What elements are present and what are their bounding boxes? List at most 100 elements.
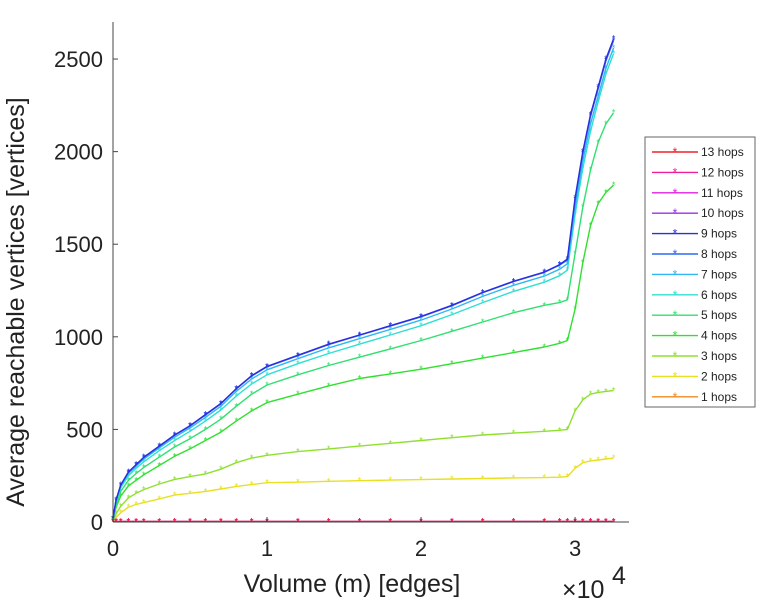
legend-item: * 7 hops: [652, 267, 737, 281]
data-point: *: [596, 84, 600, 94]
data-point: *: [142, 452, 146, 462]
legend-label: 13 hops: [701, 145, 744, 159]
data-point: *: [450, 310, 454, 320]
data-point: *: [604, 56, 608, 66]
data-point: *: [596, 137, 600, 147]
legend-label: 11 hops: [701, 186, 743, 200]
data-point: *: [157, 446, 161, 456]
data-point: *: [581, 156, 585, 166]
data-point: *: [265, 370, 269, 380]
data-point: *: [543, 271, 547, 281]
data-point: *: [450, 300, 454, 310]
data-point: *: [388, 330, 392, 340]
data-point: *: [119, 501, 123, 511]
data-point: *: [512, 348, 516, 358]
series-4-hops: *******************************: [111, 180, 616, 525]
data-point: *: [558, 264, 562, 274]
legend-item: * 11 hops: [652, 186, 743, 200]
x-axis-multiplier: ×10 4: [562, 562, 626, 600]
data-point: *: [219, 414, 223, 424]
data-point: *: [204, 410, 208, 420]
data-point: *: [481, 317, 485, 327]
data-point: *: [573, 248, 577, 258]
x-tick-label: 2: [415, 536, 427, 561]
data-point: *: [265, 365, 269, 375]
legend-box: [644, 136, 756, 408]
data-point: *: [358, 441, 362, 451]
y-tick-label: 2500: [54, 47, 103, 72]
data-point: *: [127, 471, 131, 481]
legend-marker: *: [673, 247, 678, 261]
data-point: *: [234, 401, 238, 411]
legend-marker: *: [673, 227, 678, 241]
legend-marker: *: [673, 349, 678, 363]
legend-label: 10 hops: [701, 206, 744, 220]
legend-label: 8 hops: [701, 247, 737, 261]
data-point: *: [265, 450, 269, 460]
legend-item: * 13 hops: [652, 145, 744, 159]
legend-label: 2 hops: [701, 369, 737, 383]
data-point: *: [543, 267, 547, 277]
legend-item: * 9 hops: [652, 227, 737, 241]
svg-text:4: 4: [612, 562, 626, 590]
data-point: *: [219, 405, 223, 415]
data-point: *: [296, 359, 300, 369]
data-point: *: [558, 425, 562, 435]
data-point: *: [134, 463, 138, 473]
legend-marker: *: [673, 390, 678, 404]
data-point: *: [566, 295, 570, 305]
data-point: *: [388, 344, 392, 354]
data-point: *: [134, 488, 138, 498]
legend-label: 1 hops: [701, 390, 737, 404]
data-point: *: [134, 475, 138, 485]
data-point: *: [142, 498, 146, 508]
data-point: *: [358, 373, 362, 383]
data-point: *: [558, 472, 562, 482]
data-point: *: [250, 480, 254, 490]
data-point: *: [114, 502, 118, 512]
data-point: *: [127, 502, 131, 512]
data-point: *: [596, 91, 600, 101]
data-point: *: [219, 484, 223, 494]
data-point: *: [388, 475, 392, 485]
data-point: *: [450, 433, 454, 443]
series-9-hops: *******************************: [111, 34, 616, 524]
data-point: *: [296, 350, 300, 360]
data-point: *: [604, 454, 608, 464]
data-point: *: [581, 395, 585, 405]
data-point: *: [566, 336, 570, 346]
data-point: *: [419, 321, 423, 331]
data-point: *: [612, 34, 616, 44]
data-point: *: [114, 509, 118, 519]
data-point: *: [573, 202, 577, 212]
data-point: *: [358, 339, 362, 349]
data-point: *: [543, 426, 547, 436]
data-point: *: [127, 493, 131, 503]
y-tick-label: 2000: [54, 140, 103, 165]
data-point: *: [234, 458, 238, 468]
data-point: *: [188, 434, 192, 444]
data-point: *: [327, 444, 331, 454]
data-point: *: [481, 430, 485, 440]
data-point: *: [589, 389, 593, 399]
data-point: *: [142, 470, 146, 480]
legend-marker: *: [673, 369, 678, 383]
data-point: *: [596, 97, 600, 107]
data-point: *: [596, 455, 600, 465]
y-tick-label: 1500: [54, 232, 103, 257]
x-axis-title: Volume (m) [edges]: [244, 570, 461, 598]
data-point: *: [566, 424, 570, 434]
data-point: *: [188, 488, 192, 498]
data-point: *: [134, 461, 138, 471]
data-point: *: [114, 495, 118, 505]
data-point: *: [119, 491, 123, 501]
data-point: *: [581, 458, 585, 468]
data-point: *: [204, 416, 208, 426]
legend-item: * 6 hops: [652, 288, 737, 302]
data-point: *: [589, 221, 593, 231]
legend-items: * 13 hops* 12 hops* 11 hops* 10 hops* 9 hops*…: [652, 145, 744, 404]
data-point: *: [543, 342, 547, 352]
data-point: *: [296, 354, 300, 364]
legend-item: * 5 hops: [652, 308, 737, 322]
